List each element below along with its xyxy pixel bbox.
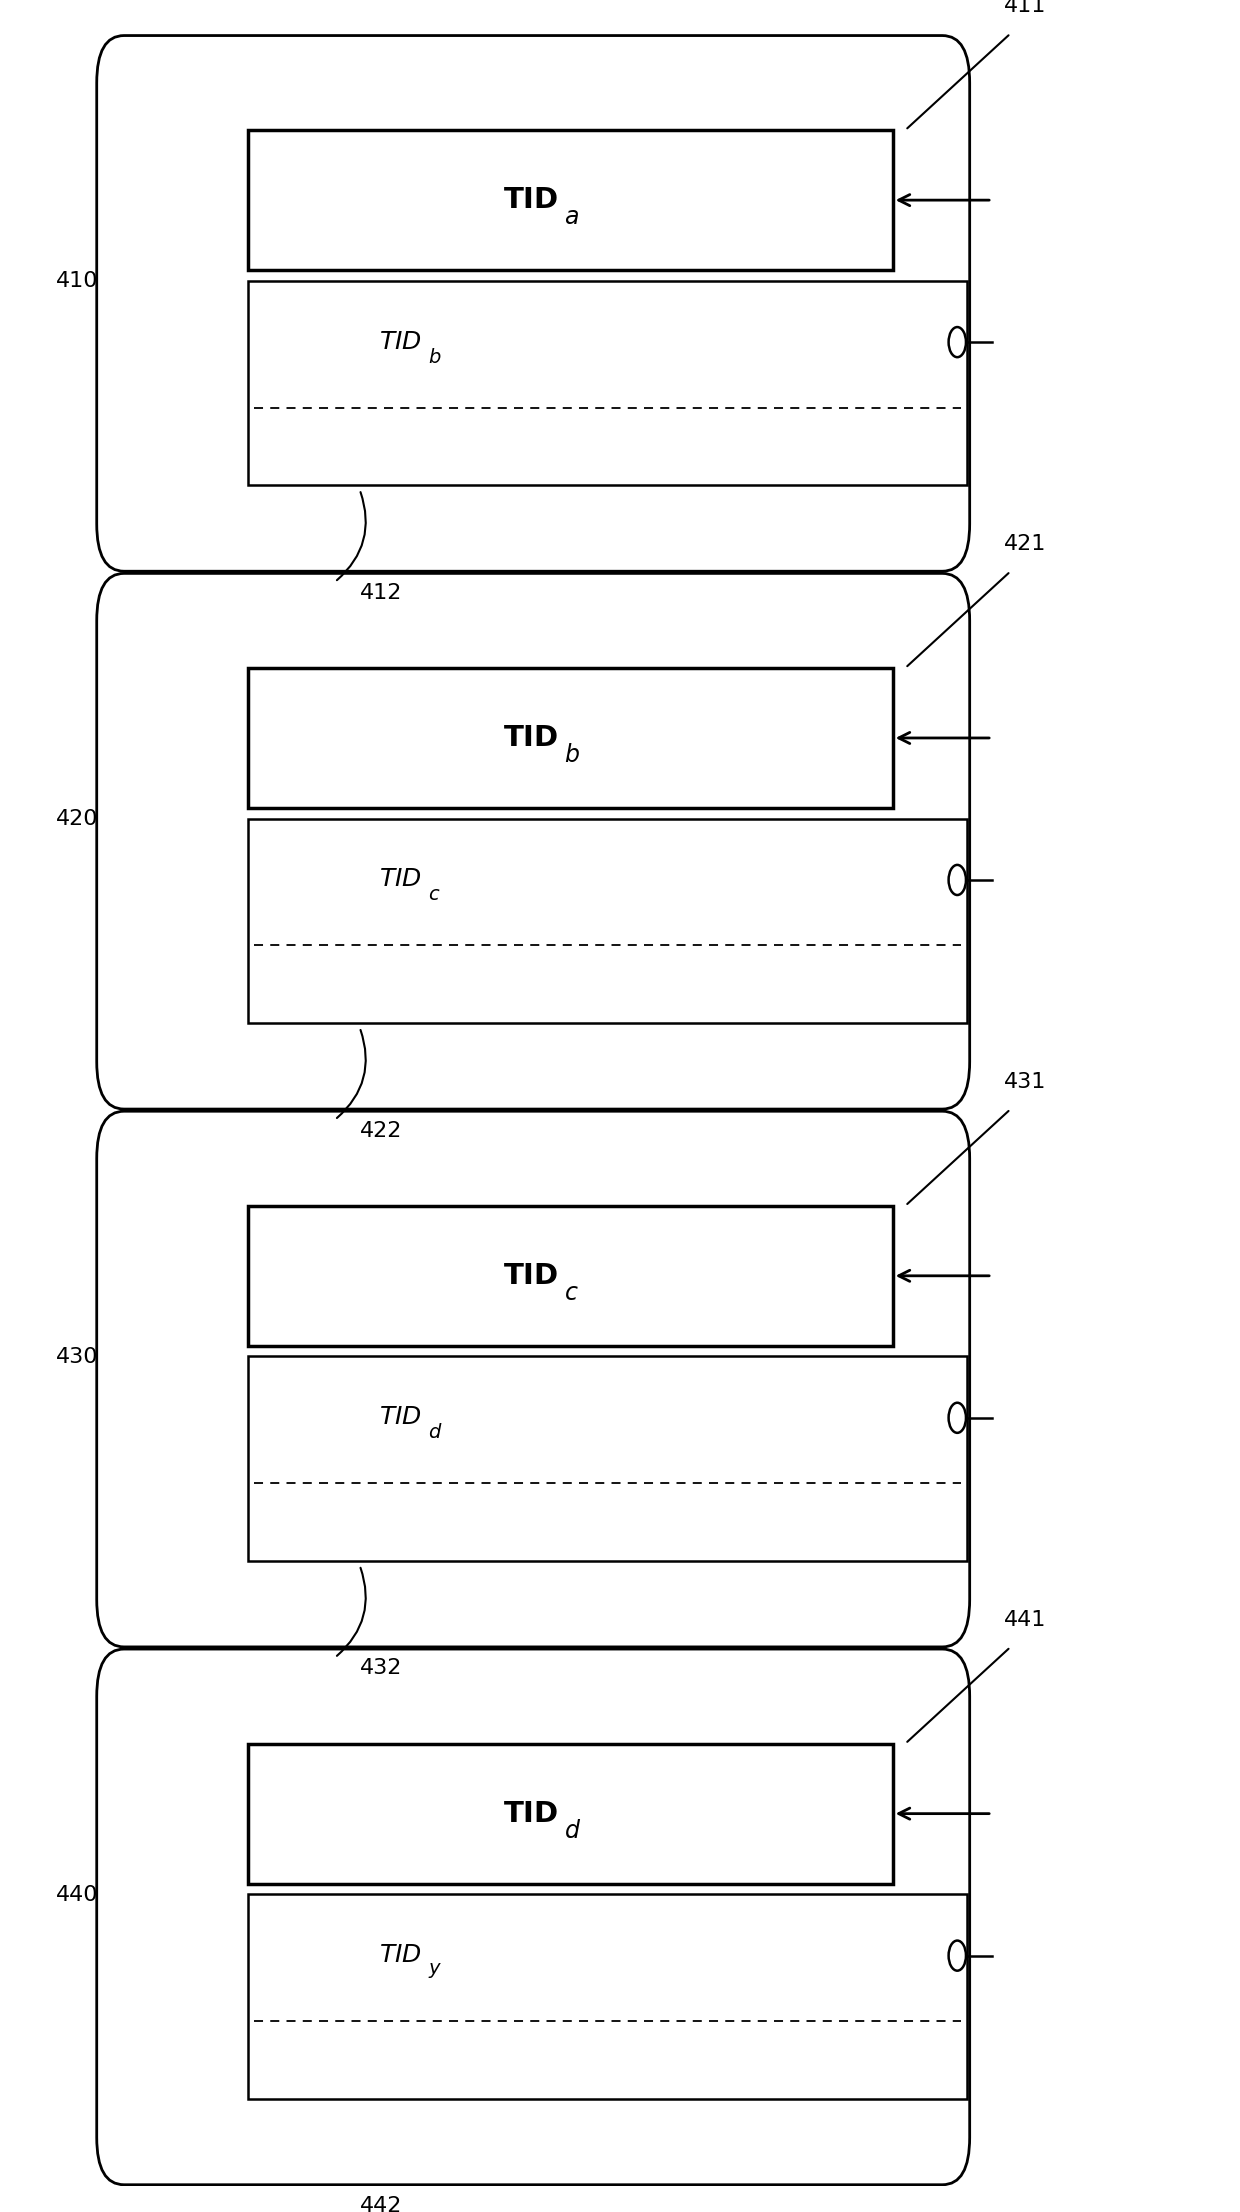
Circle shape (949, 1940, 966, 1971)
Text: $TID$: $TID$ (379, 869, 422, 891)
FancyBboxPatch shape (97, 35, 970, 571)
Text: $\mathit{c}$: $\mathit{c}$ (428, 887, 440, 905)
FancyBboxPatch shape (248, 131, 893, 270)
Text: 430: 430 (56, 1347, 98, 1367)
FancyBboxPatch shape (248, 668, 893, 807)
Text: $\mathit{y}$: $\mathit{y}$ (428, 1962, 441, 1980)
Text: 432: 432 (360, 1659, 402, 1679)
Text: 421: 421 (1004, 533, 1047, 553)
FancyBboxPatch shape (248, 818, 967, 1022)
Text: $TID$: $TID$ (379, 1944, 422, 1966)
Text: $\mathit{b}$: $\mathit{b}$ (564, 743, 580, 768)
Text: $\mathit{a}$: $\mathit{a}$ (564, 206, 579, 230)
Circle shape (949, 865, 966, 896)
Text: 431: 431 (1004, 1073, 1047, 1093)
FancyBboxPatch shape (97, 1110, 970, 1648)
Text: 441: 441 (1004, 1610, 1047, 1630)
FancyBboxPatch shape (248, 1893, 967, 2099)
FancyBboxPatch shape (248, 1743, 893, 1885)
Text: $\mathbf{TID}$: $\mathbf{TID}$ (502, 186, 558, 215)
FancyBboxPatch shape (97, 1650, 970, 2185)
FancyBboxPatch shape (97, 573, 970, 1108)
Text: $\mathit{d}$: $\mathit{d}$ (564, 1818, 582, 1843)
Text: 412: 412 (360, 582, 402, 602)
Circle shape (949, 327, 966, 356)
Text: $\mathbf{TID}$: $\mathbf{TID}$ (502, 1801, 558, 1827)
Text: $\mathbf{TID}$: $\mathbf{TID}$ (502, 723, 558, 752)
Text: $TID$: $TID$ (379, 1407, 422, 1429)
Text: 420: 420 (56, 810, 98, 830)
FancyBboxPatch shape (248, 1206, 893, 1345)
Text: 442: 442 (360, 2197, 402, 2212)
Text: $\mathit{c}$: $\mathit{c}$ (564, 1281, 579, 1305)
Text: 410: 410 (56, 272, 98, 292)
Text: $\mathbf{TID}$: $\mathbf{TID}$ (502, 1261, 558, 1290)
Text: $\mathit{d}$: $\mathit{d}$ (428, 1422, 443, 1442)
Text: 411: 411 (1004, 0, 1047, 15)
FancyBboxPatch shape (248, 281, 967, 484)
Text: 422: 422 (360, 1121, 402, 1141)
FancyBboxPatch shape (248, 1356, 967, 1562)
Text: 440: 440 (56, 1885, 98, 1905)
Text: $\mathit{b}$: $\mathit{b}$ (428, 347, 441, 367)
Text: $TID$: $TID$ (379, 330, 422, 354)
Circle shape (949, 1402, 966, 1433)
